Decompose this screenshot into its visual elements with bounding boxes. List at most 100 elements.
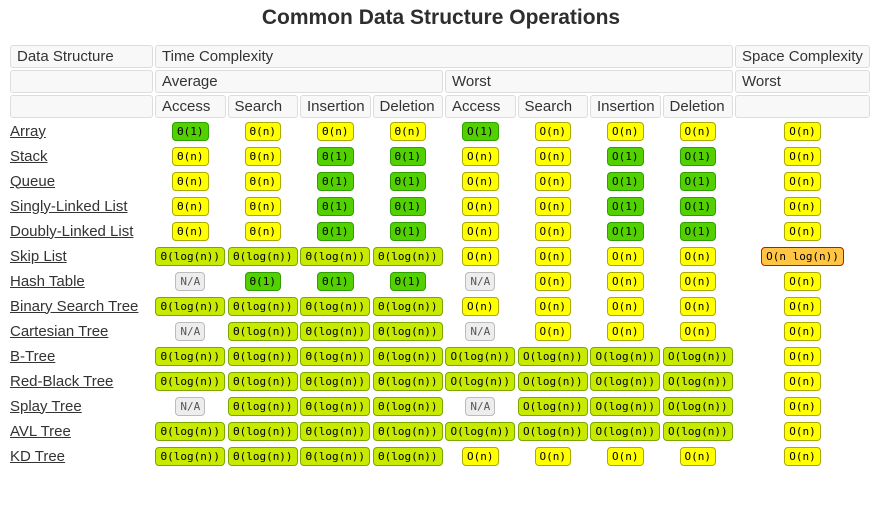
complexity-badge: O(n log(n)) [761, 246, 844, 267]
complexity-cell: O(1) [590, 145, 661, 168]
complexity-badge: O(n) [534, 196, 572, 217]
complexity-badge: O(1) [679, 146, 717, 167]
complexity-cell: O(log(n)) [662, 370, 734, 393]
table-row: Array Θ(1) Θ(n) Θ(n) Θ(n) O(1) O(n) O(n) O(n) O(… [10, 120, 870, 143]
header-row-case: Average Worst Worst [10, 70, 870, 93]
table-row: KD Tree Θ(log(n)) Θ(log(n)) Θ(log(n)) Θ(log… [10, 445, 870, 468]
complexity-badge: O(n) [607, 246, 644, 267]
complexity-cell: O(n) [590, 295, 661, 318]
complexity-badge: O(n) [462, 146, 499, 167]
row-label-cell: KD Tree [10, 445, 153, 468]
complexity-cell: Θ(n) [228, 145, 299, 168]
complexity-badge: O(n) [784, 421, 821, 442]
complexity-badge: O(n) [784, 146, 821, 167]
table-row: Hash Table N/A Θ(1) Θ(1) Θ(1) N/A O(n) O(n) O(n… [10, 270, 870, 293]
complexity-badge: Θ(log(n)) [300, 246, 371, 267]
complexity-badge: Θ(log(n)) [300, 371, 371, 392]
data-structure-link[interactable]: Cartesian Tree [10, 322, 109, 340]
complexity-cell: Θ(log(n)) [227, 245, 299, 268]
col-header-space-complexity: Space Complexity [735, 45, 870, 68]
complexity-cell: O(log(n)) [445, 420, 516, 443]
complexity-cell: Θ(log(n)) [372, 295, 444, 318]
complexity-cell: O(1) [590, 195, 661, 218]
data-structure-link[interactable]: Splay Tree [10, 397, 82, 415]
complexity-cell: O(log(n)) [590, 370, 661, 393]
table-row: Queue Θ(n) Θ(n) Θ(1) Θ(1) O(n) O(n) O(1) O(1) O(… [10, 170, 870, 193]
complexity-cell: Θ(log(n)) [300, 420, 371, 443]
complexity-cell: O(log(n)) [517, 395, 589, 418]
complexity-cell: O(n) [735, 270, 870, 293]
data-structure-link[interactable]: Doubly-Linked List [10, 222, 134, 240]
complexity-badge: O(n) [462, 171, 499, 192]
complexity-cell: O(n) [518, 270, 589, 293]
complexity-badge: Θ(1) [389, 146, 427, 167]
complexity-cell: O(1) [590, 170, 661, 193]
row-label-cell: Skip List [10, 245, 153, 268]
complexity-badge: O(n) [784, 321, 821, 342]
complexity-cell: O(n) [735, 120, 870, 143]
data-structure-link[interactable]: Stack [10, 147, 48, 165]
col-header-worst-access: Access [445, 95, 516, 118]
complexity-badge: O(log(n)) [590, 396, 661, 417]
data-structure-link[interactable]: Skip List [10, 247, 67, 265]
complexity-cell: O(n) [735, 195, 870, 218]
complexity-cell: Θ(log(n)) [300, 445, 371, 468]
complexity-cell: O(n) [518, 295, 589, 318]
complexity-cell: Θ(1) [155, 120, 226, 143]
complexity-cell: O(n) [735, 370, 870, 393]
complexity-cell: Θ(log(n)) [227, 420, 299, 443]
data-structure-link[interactable]: Singly-Linked List [10, 197, 128, 215]
row-label-cell: Doubly-Linked List [10, 220, 153, 243]
complexity-cell: Θ(n) [373, 120, 444, 143]
complexity-badge: O(log(n)) [445, 421, 516, 442]
complexity-cell: O(n) [663, 320, 734, 343]
header-spacer-3 [735, 95, 870, 118]
data-structure-link[interactable]: Hash Table [10, 272, 85, 290]
data-structure-link[interactable]: Binary Search Tree [10, 297, 139, 315]
complexity-badge: Θ(1) [244, 271, 282, 292]
complexity-badge: Θ(log(n)) [300, 346, 371, 367]
complexity-badge: O(n) [784, 296, 821, 317]
complexity-cell: Θ(n) [155, 195, 226, 218]
complexity-badge: O(n) [679, 321, 717, 342]
table-row: AVL Tree Θ(log(n)) Θ(log(n)) Θ(log(n)) Θ(lo… [10, 420, 870, 443]
complexity-badge: O(log(n)) [662, 421, 733, 442]
row-label-cell: Cartesian Tree [10, 320, 153, 343]
complexity-badge: O(n) [462, 196, 499, 217]
complexity-badge: O(n) [534, 321, 572, 342]
complexity-badge: O(log(n)) [517, 346, 588, 367]
row-label-cell: B-Tree [10, 345, 153, 368]
complexity-badge: Θ(log(n)) [227, 371, 298, 392]
complexity-cell: Θ(1) [300, 220, 371, 243]
data-structure-link[interactable]: Red-Black Tree [10, 372, 114, 390]
complexity-cell: O(log(n)) [517, 420, 589, 443]
col-header-avg-search: Search [227, 95, 299, 118]
complexity-badge: Θ(1) [389, 171, 427, 192]
complexity-cell: O(n) [663, 270, 734, 293]
complexity-cell: O(n) [518, 220, 589, 243]
complexity-cell: Θ(n) [228, 220, 299, 243]
complexity-badge: Θ(log(n)) [372, 321, 443, 342]
data-structure-link[interactable]: KD Tree [10, 447, 66, 465]
data-structure-link[interactable]: B-Tree [10, 347, 56, 365]
complexity-badge: O(n) [784, 446, 821, 467]
complexity-cell: O(log(n)) [517, 370, 589, 393]
complexity-cell: O(n) [663, 295, 734, 318]
complexity-badge: N/A [175, 271, 206, 292]
complexity-badge: Θ(log(n)) [372, 446, 443, 467]
row-label-cell: Splay Tree [10, 395, 153, 418]
data-structure-link[interactable]: Array [10, 122, 46, 140]
row-label-cell: Array [10, 120, 153, 143]
complexity-cell: Θ(log(n)) [300, 245, 371, 268]
data-structure-link[interactable]: AVL Tree [10, 422, 71, 440]
complexity-cell: O(log(n)) [517, 345, 589, 368]
data-structure-link[interactable]: Queue [10, 172, 56, 190]
complexity-cell: Θ(log(n)) [300, 295, 371, 318]
complexity-badge: O(n) [679, 446, 717, 467]
complexity-cell: O(1) [590, 220, 661, 243]
complexity-cell: O(n) [735, 420, 870, 443]
complexity-cell: O(1) [445, 120, 516, 143]
complexity-badge: O(1) [679, 196, 717, 217]
complexity-badge: Θ(log(n)) [227, 421, 298, 442]
complexity-badge: O(1) [679, 171, 717, 192]
